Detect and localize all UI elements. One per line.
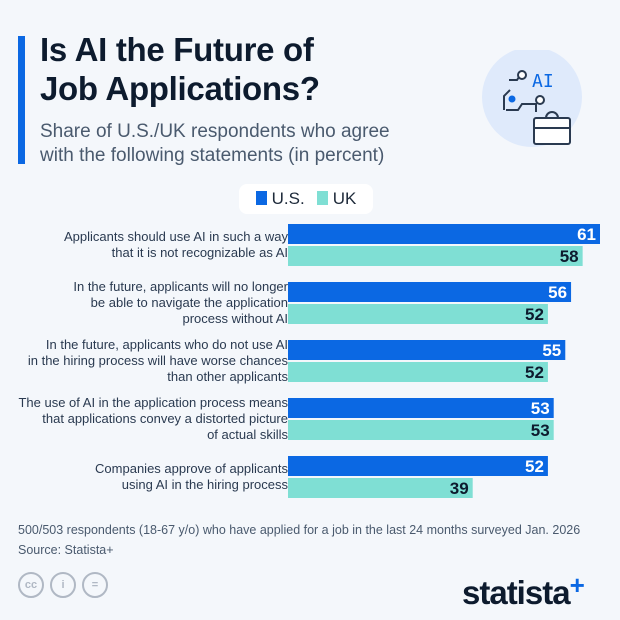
data-label: 53 [531, 399, 550, 418]
bar-uk [288, 478, 473, 498]
bar-us [288, 398, 554, 418]
bar-us [288, 456, 548, 476]
data-label: 58 [560, 247, 579, 266]
category-label: be able to navigate the application [91, 295, 288, 310]
accent-bar [18, 36, 25, 164]
source: Source: Statista+ [18, 543, 114, 557]
legend-us: U.S. [255, 189, 305, 209]
category-label: In the future, applicants who do not use… [46, 337, 288, 352]
data-label: 53 [531, 421, 550, 440]
category-label: of actual skills [207, 427, 288, 442]
category-label: using AI in the hiring process [122, 477, 289, 492]
category-label: The use of AI in the application process… [18, 395, 288, 410]
data-label: 52 [525, 305, 544, 324]
nd-icon[interactable]: = [82, 572, 108, 598]
statista-logo[interactable]: statista+ [462, 570, 585, 611]
chart-title: Is AI the Future of Job Applications? [40, 31, 320, 107]
data-label: 56 [548, 283, 567, 302]
category-label: In the future, applicants will no longer [73, 279, 288, 294]
category-label: process without AI [183, 311, 289, 326]
footer: 500/503 respondents (18-67 y/o) who have… [18, 520, 580, 560]
category-label: that it is not recognizable as AI [112, 245, 288, 260]
svg-text:AI: AI [532, 71, 554, 92]
data-label: 61 [577, 225, 596, 244]
bar-us [288, 224, 600, 244]
chart-subtitle: Share of U.S./UK respondents who agree wi… [40, 121, 390, 166]
ai-brain-briefcase-icon: AI [482, 50, 582, 147]
category-label: that applications convey a distorted pic… [42, 411, 288, 426]
footnote: 500/503 respondents (18-67 y/o) who have… [18, 523, 581, 537]
category-label: Applicants should use AI in such a way [64, 229, 289, 244]
cc-icon[interactable]: cc [18, 572, 44, 598]
data-label: 39 [450, 479, 469, 498]
category-label: than other applicants [167, 369, 288, 384]
legend-uk: UK [316, 189, 356, 209]
bar-uk [288, 420, 554, 440]
data-label: 52 [525, 363, 544, 382]
bar-uk [288, 362, 548, 382]
category-label: in the hiring process will have worse ch… [28, 353, 289, 368]
bar-us [288, 282, 572, 302]
by-icon[interactable]: i [50, 572, 76, 598]
category-label: Companies approve of applicants [95, 461, 288, 476]
bar-us [288, 340, 566, 360]
license-icons: cc i = [18, 572, 108, 598]
legend: U.S. UK [239, 184, 373, 214]
data-label: 52 [525, 457, 544, 476]
bar-uk [288, 304, 548, 324]
data-label: 55 [542, 341, 561, 360]
bar-uk [288, 246, 583, 266]
